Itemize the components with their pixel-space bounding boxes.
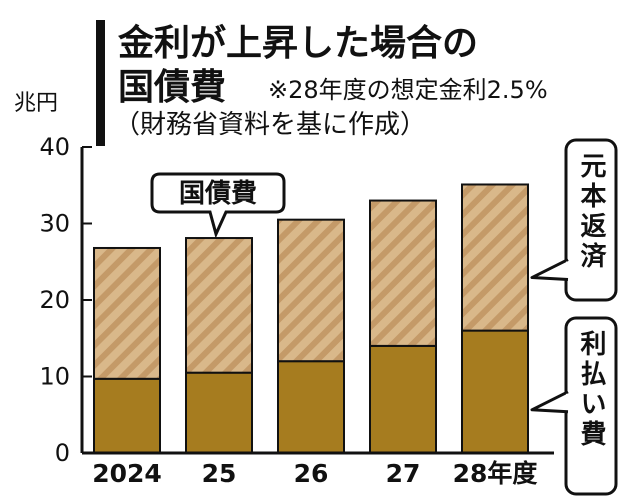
chart-title-line-1: 金利が上昇した場合の: [118, 23, 479, 64]
y-tick-label: 20: [39, 286, 70, 314]
chart-source-note: （財務省資料を基に作成）: [114, 110, 427, 140]
title-accent-bar: [96, 20, 105, 146]
bar-segment-interest-3: [369, 344, 437, 454]
bar-segment-principal-1: [185, 237, 253, 374]
y-axis-unit-label: 兆円: [14, 91, 58, 116]
bar-callout-bubble: [150, 172, 286, 239]
y-axis: 0 10 20 30 40: [39, 133, 92, 467]
bar-callout: 国債費: [150, 172, 286, 239]
x-axis-labels: 2024 25 26 27 28年度: [92, 459, 537, 488]
x-category-label: 2024: [92, 459, 162, 488]
y-tick-label: 0: [55, 439, 70, 467]
chart-title-line-2: 国債費: [118, 67, 227, 108]
legend-callout-box-1: [564, 138, 618, 302]
y-tick-label: 10: [39, 363, 70, 391]
y-tick-label: 40: [39, 133, 70, 161]
x-category-label: 27: [386, 459, 421, 488]
legend-callout-label-0: 利払い費: [576, 330, 606, 450]
x-category-label: 26: [294, 459, 329, 488]
x-category-label: 25: [202, 459, 237, 488]
legend-callout-label-1: 元本返済: [576, 152, 606, 272]
y-tick-label: 30: [39, 210, 70, 238]
chart-title-note: ※28年度の想定金利2.5%: [268, 76, 548, 104]
bar-segment-principal-2: [277, 218, 345, 363]
bar-segment-principal-4: [461, 183, 529, 332]
legend-callout-pointer-0: [530, 390, 569, 414]
bars: [93, 183, 529, 455]
bar-segment-principal-3: [369, 199, 437, 347]
bar-segment-interest-2: [277, 360, 345, 455]
bar-segment-interest-4: [461, 329, 529, 455]
bar-segment-interest-1: [185, 371, 253, 454]
bar-segment-principal-0: [93, 246, 161, 380]
legend-callout-pointer-1: [530, 258, 569, 282]
bar-segment-interest-0: [93, 377, 161, 455]
bar-callout-label: 国債費: [179, 179, 257, 209]
x-category-label: 28年度: [453, 459, 538, 488]
